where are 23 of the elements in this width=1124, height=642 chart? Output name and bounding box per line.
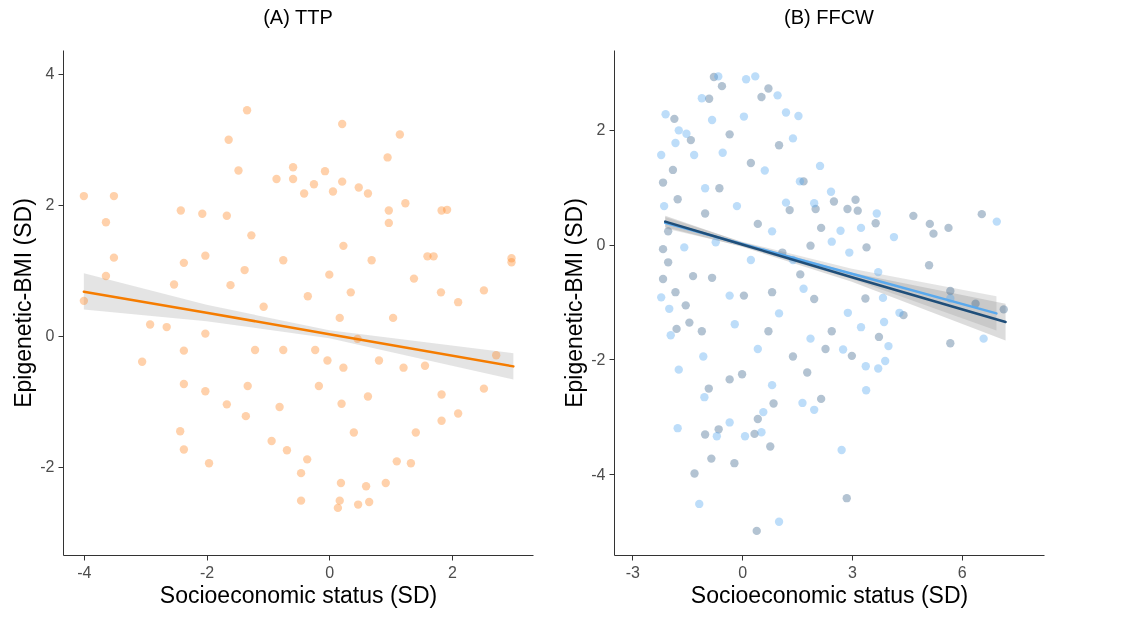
y-tick-label: 2	[45, 196, 55, 214]
y-tick-label: -2	[40, 458, 55, 476]
x-tick-label: -4	[77, 563, 92, 581]
y-tick-label: 4	[45, 65, 55, 83]
y-axis-title: Epigenetic-BMI (SD)	[10, 198, 37, 408]
x-axis-title: Socioeconomic status (SD)	[690, 581, 969, 608]
y-tick-label: 2	[596, 121, 606, 139]
chart-title: (B) FFCW	[784, 6, 875, 28]
x-tick-label: 0	[738, 563, 748, 581]
x-axis-title: Socioeconomic status (SD)	[159, 581, 438, 608]
y-tick-label: -4	[591, 465, 606, 483]
x-tick-label: 6	[957, 563, 967, 581]
y-tick-label: 0	[45, 327, 55, 345]
chart-title: (A) TTP	[263, 6, 333, 28]
y-tick-label: -2	[591, 350, 606, 368]
x-tick-label: 3	[847, 563, 857, 581]
x-tick-label: 0	[325, 563, 335, 581]
y-axis-title: Epigenetic-BMI (SD)	[561, 198, 588, 408]
y-tick-label: 0	[596, 236, 606, 254]
line-series	[82, 290, 515, 368]
x-tick-label: 2	[448, 563, 458, 581]
x-tick-label: -2	[199, 563, 215, 581]
x-tick-label: -3	[625, 563, 641, 581]
